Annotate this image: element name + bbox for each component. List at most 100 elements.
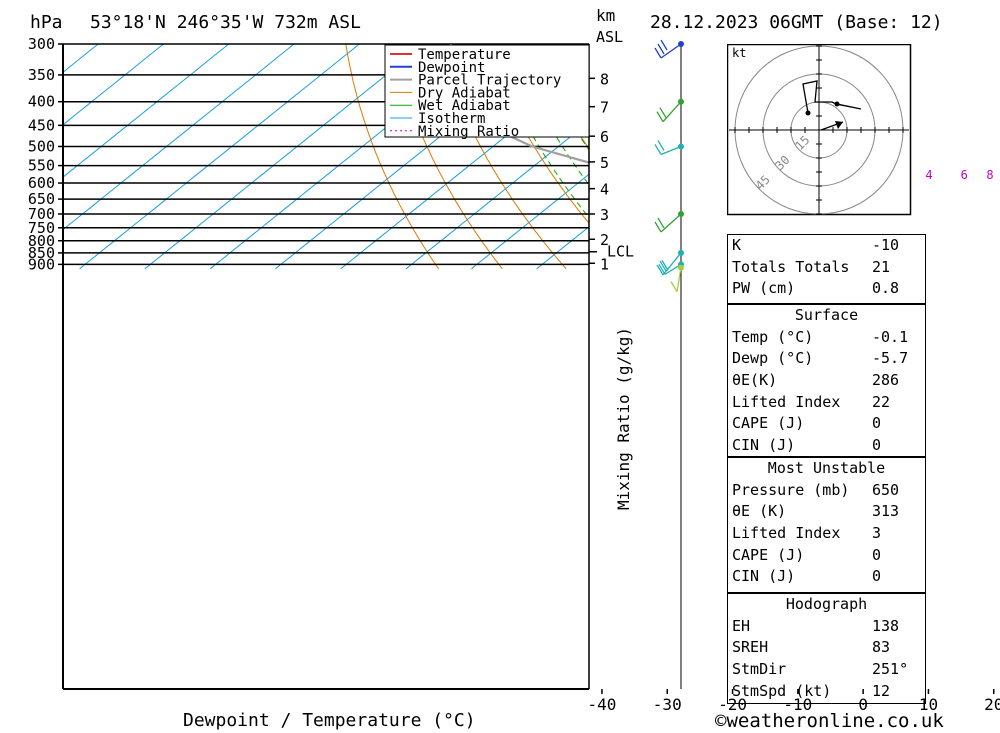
location-title: 53°18'N 246°35'W 732m ASL <box>90 12 361 33</box>
y-tick-label: 850 <box>28 244 55 262</box>
wind-barb-flag <box>654 144 662 155</box>
wind-barb-flag <box>654 47 662 59</box>
most-unstable-row: Lifted Index 3 <box>728 523 925 545</box>
x-tick-label: -40 <box>588 695 617 714</box>
surface-label: Lifted Index <box>732 392 841 411</box>
dry-adiabat-line <box>345 44 440 270</box>
y-tick-label: 600 <box>28 174 55 192</box>
legend-label: Dry Adiabat <box>418 85 511 101</box>
hodograph-param-value: 251° <box>872 660 909 679</box>
surface-row: Lifted Index 22 <box>728 392 925 414</box>
hodograph-param-value: 83 <box>872 638 891 657</box>
copyright-symbol: © <box>715 710 727 732</box>
y-tick-label: 750 <box>28 219 55 237</box>
x-tick-label: 20 <box>984 695 1000 714</box>
isotherm-line <box>79 44 360 270</box>
datetime-title: 28.12.2023 06GMT (Base: 12) <box>650 12 943 33</box>
km-tick-label: 4 <box>600 181 609 199</box>
hodograph-mid-dot <box>834 101 840 107</box>
isotherm-line <box>144 44 426 270</box>
legend-label: Wet Adiabat <box>418 98 511 114</box>
surface-row: CAPE (J) 0 <box>728 413 925 435</box>
wind-barb-staff <box>660 213 682 233</box>
km-unit-label: km <box>596 6 616 25</box>
index-label: K <box>732 236 742 254</box>
y-tick-label: 800 <box>28 232 55 250</box>
km-tick-label: 6 <box>600 128 609 146</box>
surface-value: -0.1 <box>872 327 909 346</box>
most-unstable-value: 313 <box>872 502 900 521</box>
wind-barb-flag <box>656 264 664 276</box>
hodograph-param-label: StmDir <box>732 660 787 679</box>
surface-value: -5.7 <box>872 349 909 368</box>
dry-adiabat-line <box>994 44 1000 269</box>
y-tick-label: 650 <box>28 190 55 208</box>
y-tick-label: 900 <box>28 255 55 273</box>
footer-credit[interactable]: ©weatheronline.co.uk <box>715 710 944 732</box>
hodograph-param-label: StmSpd (kt) <box>732 681 832 700</box>
x-axis-label: Dewpoint / Temperature (°C) <box>183 710 476 731</box>
index-row: K -10 <box>728 235 925 257</box>
mixing-ratio-line <box>945 183 1000 269</box>
wind-barb-staff <box>660 43 682 59</box>
surface-label: Temp (°C) <box>732 327 814 346</box>
surface-value: 22 <box>872 392 891 411</box>
index-row: Totals Totals 21 <box>728 257 925 279</box>
wind-barb-flag <box>657 140 665 151</box>
legend-label: Dewpoint <box>418 60 485 76</box>
mixing-ratio-label: 4 <box>925 168 932 182</box>
hodograph-param-row: SREH 83 <box>728 637 925 659</box>
most-unstable-box: Most Unstable Pressure (mb) 650 θE (K) 313 L… <box>727 457 926 593</box>
y-tick-label: 500 <box>28 137 55 155</box>
wind-barb-staff <box>662 101 682 123</box>
mixing-ratio-line <box>986 183 1000 269</box>
hodograph-table-title: Hodograph <box>785 595 868 613</box>
asl-unit-label: ASL <box>596 28 624 46</box>
wind-barb-flag <box>657 217 665 229</box>
mixing-ratio-label: 6 <box>961 168 968 182</box>
hodograph-param-label: SREH <box>732 638 769 657</box>
index-label: Totals Totals <box>732 257 850 276</box>
hodograph-param-value: 138 <box>872 616 900 635</box>
lcl-label: LCL <box>607 243 634 261</box>
km-tick-label: 2 <box>600 231 609 249</box>
most-unstable-label: θE (K) <box>732 502 787 521</box>
legend-box <box>384 44 590 138</box>
most-unstable-row: Pressure (mb) 650 <box>728 480 925 502</box>
surface-row: Temp (°C) -0.1 <box>728 327 925 349</box>
wind-barb-flag <box>659 107 667 119</box>
km-tick-label: 5 <box>600 154 609 172</box>
hodograph-param-row: EH 138 <box>728 616 925 638</box>
index-label: PW (cm) <box>732 279 796 298</box>
most-unstable-value: 650 <box>872 480 900 499</box>
indices-box: K -10 Totals Totals 21 PW (cm) 0.8 <box>727 234 926 304</box>
hodograph-param-label: EH <box>732 616 751 635</box>
y-tick-label: 450 <box>28 116 55 134</box>
surface-row: CIN (J) 0 <box>728 435 925 457</box>
surface-value: 0 <box>872 414 882 433</box>
legend-label: Temperature <box>418 47 511 63</box>
wind-barbs <box>654 39 684 689</box>
x-tick-label: -10 <box>783 695 812 714</box>
km-tick-label: 1 <box>600 255 609 273</box>
surface-label: θE(K) <box>732 371 778 390</box>
legend-label: Parcel Trajectory <box>418 73 561 89</box>
credit-text: weatheronline.co.uk <box>726 710 944 732</box>
y-tick-label: 700 <box>28 205 55 223</box>
wet-adiabat-line <box>942 47 990 268</box>
legend-label: Isotherm <box>418 111 485 127</box>
y-unit-label: hPa <box>30 12 63 33</box>
isotherm-line <box>536 226 589 270</box>
isotherm-line <box>63 44 164 126</box>
wind-barb-flag <box>654 221 662 233</box>
y-tick-label: 300 <box>28 35 55 53</box>
most-unstable-row: CAPE (J) 0 <box>728 545 925 567</box>
surface-label: CIN (J) <box>732 436 796 455</box>
surface-label: CAPE (J) <box>732 414 805 433</box>
isotherm-line <box>994 44 1000 269</box>
most-unstable-row: CIN (J) 0 <box>728 566 925 588</box>
y-tick-label: 550 <box>28 157 55 175</box>
